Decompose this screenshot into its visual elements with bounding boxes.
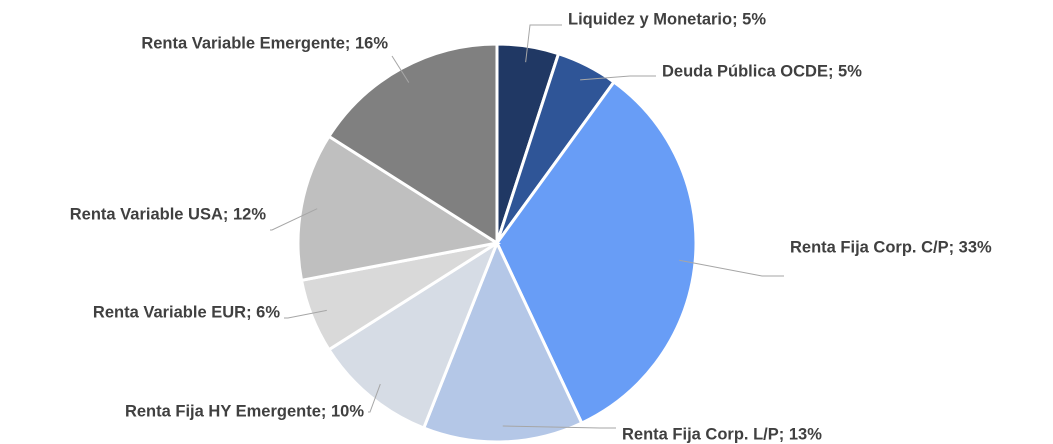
pie-slice [296,134,502,283]
pie-slice [495,79,698,426]
data-label: Renta Fija Corp. L/P; 13% [622,425,822,443]
pie-slice [326,42,499,246]
data-label: Renta Fija Corp. C/P; 33% [790,238,992,256]
leader-line [502,425,616,429]
leader-line [270,208,318,231]
data-label: Renta Variable USA; 12% [70,205,267,223]
data-label: Liquidez y Monetario; 5% [568,10,766,28]
leader-line [679,259,784,277]
data-label: Renta Fija HY Emergente; 10% [125,402,364,420]
data-label: Renta Variable Emergente; 16% [141,34,388,52]
leader-line [284,309,327,319]
leader-line [580,75,656,81]
data-label: Renta Variable EUR; 6% [93,303,280,321]
leader-line [525,24,562,63]
leader-line [368,383,381,413]
data-label: Deuda Pública OCDE; 5% [662,62,862,80]
pie-slice [326,239,501,430]
leader-line [391,55,410,83]
